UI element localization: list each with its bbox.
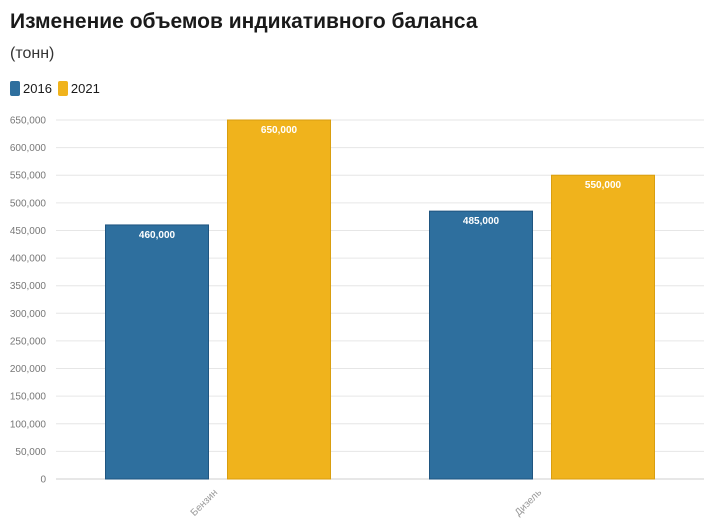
y-tick-label: 200,000 bbox=[10, 364, 47, 375]
y-tick-label: 550,000 bbox=[10, 171, 47, 182]
legend: 2016 2021 bbox=[10, 81, 106, 96]
y-tick-label: 150,000 bbox=[10, 392, 47, 403]
y-tick-label: 250,000 bbox=[10, 336, 47, 347]
y-tick-label: 50,000 bbox=[15, 447, 46, 458]
data-label: 485,000 bbox=[463, 216, 500, 227]
bar-2021-0 bbox=[227, 119, 331, 480]
y-tick-label: 500,000 bbox=[10, 198, 47, 209]
bar-2021-1 bbox=[551, 174, 655, 480]
bar-2016-0 bbox=[105, 224, 209, 480]
legend-swatch-2021 bbox=[57, 81, 68, 96]
y-tick-label: 650,000 bbox=[10, 116, 47, 127]
y-tick-label: 0 bbox=[40, 475, 46, 486]
chart-title: Изменение объемов индикативного баланса bbox=[10, 10, 478, 33]
y-tick-label: 100,000 bbox=[10, 419, 47, 430]
data-label: 460,000 bbox=[139, 230, 176, 241]
bar-2016-1 bbox=[429, 210, 533, 480]
y-tick-label: 300,000 bbox=[10, 309, 47, 320]
legend-item-2016[interactable]: 2016 bbox=[10, 81, 52, 96]
legend-label-2016: 2016 bbox=[23, 81, 52, 96]
legend-item-2021[interactable]: 2021 bbox=[57, 81, 100, 96]
y-tick-label: 400,000 bbox=[10, 254, 47, 265]
x-category-label: Дизель bbox=[513, 487, 544, 518]
legend-swatch-2016 bbox=[10, 81, 20, 96]
chart-subtitle: (тонн) bbox=[10, 45, 55, 62]
x-category-label: Бензин bbox=[189, 487, 220, 518]
legend-label-2021: 2021 bbox=[70, 81, 100, 96]
y-tick-label: 350,000 bbox=[10, 281, 47, 292]
data-label: 650,000 bbox=[261, 125, 298, 136]
data-label: 550,000 bbox=[585, 180, 622, 191]
y-tick-label: 450,000 bbox=[10, 226, 47, 237]
y-tick-label: 600,000 bbox=[10, 143, 47, 154]
